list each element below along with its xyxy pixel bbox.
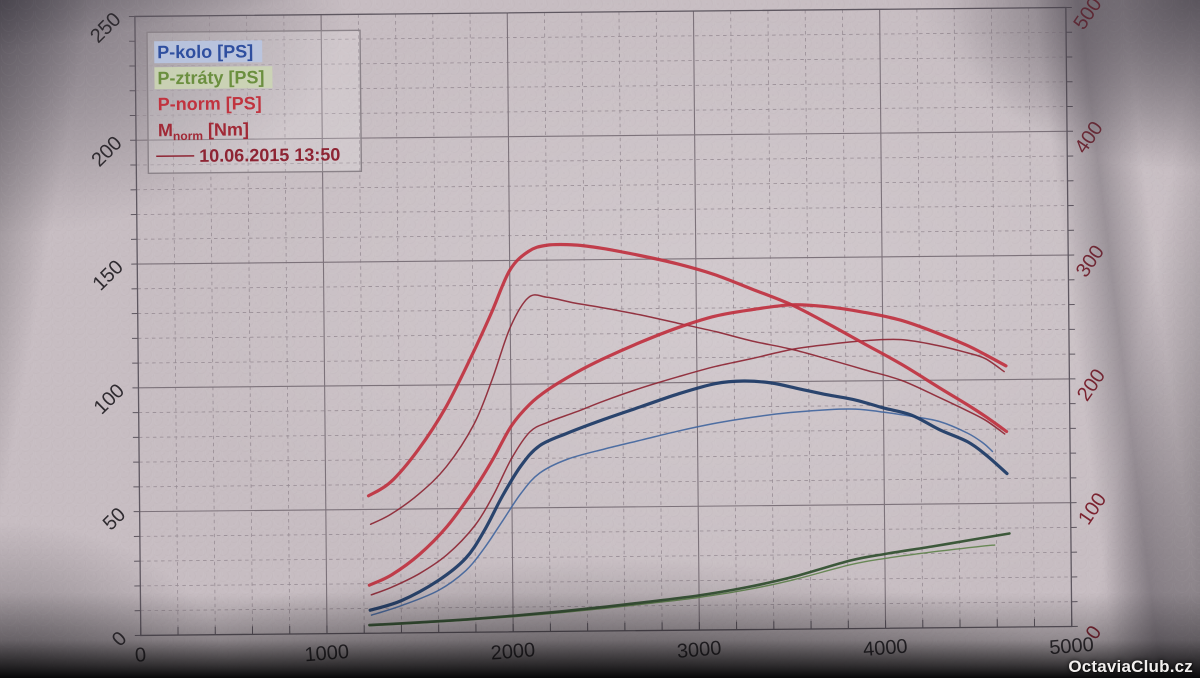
gridline-minor-vertical xyxy=(804,10,812,629)
curve-p-kolo-ref xyxy=(370,408,994,616)
gridline-minor-vertical xyxy=(1028,7,1035,627)
y-right-label: 100 xyxy=(1074,489,1111,529)
curve-p-ztraty-ref xyxy=(368,544,996,627)
gridline-minor-vertical xyxy=(916,8,924,628)
y-left-label: 200 xyxy=(87,132,126,171)
gridline-minor-vertical xyxy=(395,13,402,633)
gridline-minor-horizontal xyxy=(136,180,1068,191)
legend-ref-run-date: 10.06.2015 13:50 xyxy=(199,144,340,165)
gridline-minor-vertical xyxy=(544,12,551,632)
y-right-label: 500 xyxy=(1069,0,1106,34)
gridline-minor-vertical xyxy=(767,10,775,630)
y-right-label: 200 xyxy=(1073,365,1110,405)
gridline-minor-horizontal xyxy=(140,551,1072,562)
chart-legend: P-kolo [PS]P-ztráty [PS]P-norm [PS]Mnorm… xyxy=(146,29,363,175)
gridline-major-horizontal xyxy=(139,502,1071,513)
x-axis-label: 3000 xyxy=(676,637,722,662)
x-axis-label: 5000 xyxy=(1048,634,1094,659)
gridline-minor-vertical xyxy=(953,8,961,628)
x-axis-label: 0 xyxy=(134,644,147,667)
curve-p-norm-ref xyxy=(370,338,1005,596)
gridline-minor-horizontal xyxy=(136,205,1068,215)
gridline-minor-horizontal xyxy=(137,304,1069,314)
curve-p-kolo xyxy=(368,379,1009,612)
gridline-minor-vertical xyxy=(581,12,589,632)
gridline-minor-vertical xyxy=(730,10,738,630)
gridline-minor-horizontal xyxy=(138,403,1070,413)
gridline-minor-vertical xyxy=(469,13,477,633)
gridline-minor-horizontal xyxy=(139,527,1071,537)
y-left-label: 100 xyxy=(90,380,129,419)
y-left-label: 150 xyxy=(89,256,128,295)
y-right-label: 300 xyxy=(1072,241,1109,281)
gridline-minor-horizontal xyxy=(139,452,1071,463)
x-axis-label: 2000 xyxy=(490,639,536,664)
gridline-minor-vertical xyxy=(618,11,626,631)
curve-p-ztraty xyxy=(368,532,1011,627)
x-axis-label: 4000 xyxy=(862,636,908,661)
gridline-minor-horizontal xyxy=(138,428,1070,438)
gridline-major-vertical xyxy=(879,9,887,629)
legend-item-label: P-kolo [PS] xyxy=(157,41,253,62)
watermark: OctaviaClub.cz xyxy=(1068,657,1193,676)
gridline-minor-vertical xyxy=(655,11,663,631)
gridline-major-horizontal xyxy=(137,254,1069,265)
y-left-label: 50 xyxy=(99,504,130,535)
legend-item-label: P-norm [PS] xyxy=(158,93,262,114)
gridline-minor-horizontal xyxy=(140,576,1072,587)
gridline-minor-horizontal xyxy=(139,477,1071,488)
legend-item-label: P-ztráty [PS] xyxy=(157,67,264,88)
gridline-minor-vertical xyxy=(842,9,849,629)
y-right-label: 400 xyxy=(1071,118,1108,158)
x-axis-label: 1000 xyxy=(304,641,350,666)
curve-m-norm xyxy=(366,242,1009,498)
gridline-minor-horizontal xyxy=(137,279,1069,290)
dyno-curves xyxy=(366,242,1011,627)
y-left-label: 250 xyxy=(86,8,125,47)
y-left-label: 0 xyxy=(108,627,131,650)
gridline-minor-horizontal xyxy=(137,229,1068,240)
